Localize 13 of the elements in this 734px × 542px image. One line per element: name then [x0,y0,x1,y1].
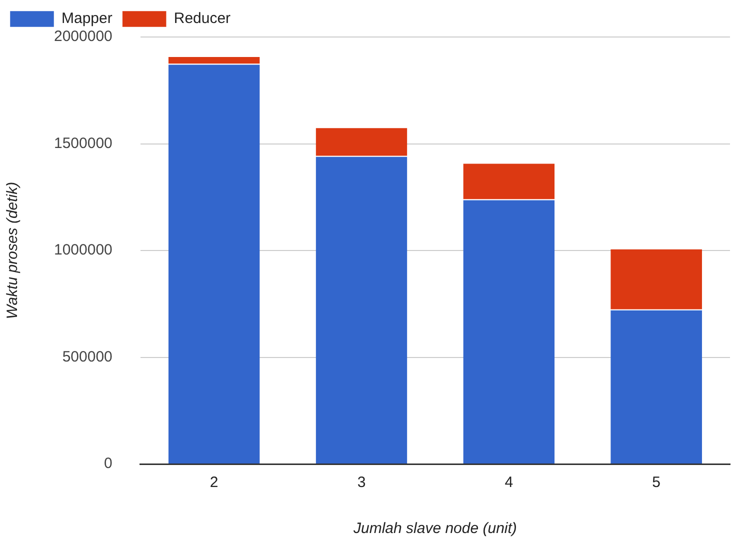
y-tick-label: 2000000 [54,28,112,46]
legend-label: Reducer [174,10,231,28]
y-tick-label: 1000000 [54,242,112,259]
y-tick-label: 1500000 [54,134,112,152]
x-tick-label: 5 [652,474,660,492]
x-tick-label: 3 [357,474,366,492]
y-tick-label: 0 [104,455,112,472]
legend-label: Mapper [62,10,112,28]
x-tick-label: 4 [504,474,514,492]
x-tick-label: 2 [210,474,218,492]
x-axis-title: Jumlah slave node (unit) [352,520,517,538]
y-axis-title: Waktu proses (detik) [4,182,22,320]
y-tick-label: 500000 [62,348,112,366]
